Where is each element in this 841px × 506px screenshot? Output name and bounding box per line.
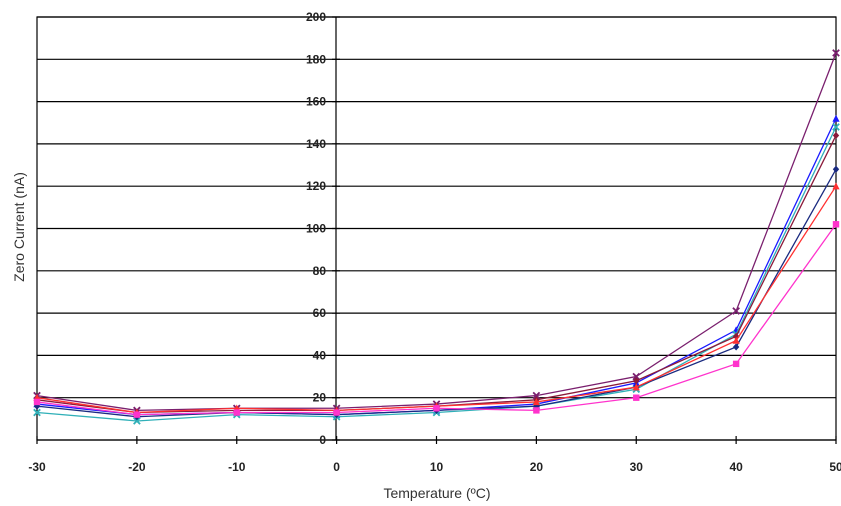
gridlines: [36, 16, 837, 444]
x-tick-label: 40: [729, 460, 743, 474]
data-point: [233, 409, 240, 416]
data-point: [333, 409, 340, 416]
y-tick-label: 180: [306, 52, 326, 66]
data-point: [832, 49, 840, 57]
x-tick-label: 50: [829, 460, 841, 474]
data-point: [133, 417, 141, 425]
series-4: [33, 131, 840, 417]
x-tick-label: -30: [28, 460, 46, 474]
x-tick-label: 0: [333, 460, 340, 474]
data-point: [433, 405, 440, 412]
y-tick-label: 140: [306, 137, 326, 151]
y-tick-label: 0: [319, 433, 326, 447]
data-point: [832, 123, 840, 131]
data-point: [832, 165, 840, 173]
data-point: [532, 391, 541, 400]
data-point: [533, 407, 540, 414]
x-tick-label: -10: [228, 460, 246, 474]
data-point: [633, 377, 640, 385]
data-point: [832, 182, 840, 190]
data-point: [832, 131, 840, 140]
y-tick-label: 40: [313, 348, 327, 362]
series-line: [36, 126, 837, 422]
y-tick-label: 100: [306, 222, 326, 236]
series-line: [36, 168, 837, 418]
data-point: [832, 221, 840, 228]
series-6: [33, 182, 840, 416]
x-tick-label: 10: [430, 460, 444, 474]
series-line: [36, 185, 837, 414]
x-tick-label: 20: [530, 460, 544, 474]
y-tick-label: 200: [306, 10, 326, 24]
data-point: [33, 402, 41, 410]
y-axis-title: Zero Current (nA): [11, 172, 27, 282]
y-tick-label: 20: [313, 391, 327, 405]
data-point: [632, 372, 641, 381]
data-point: [632, 383, 640, 391]
data-point: [832, 114, 840, 122]
data-point: [732, 360, 740, 368]
series-5: [33, 165, 840, 421]
data-point: [633, 394, 640, 401]
series-7: [33, 221, 840, 418]
series-line: [36, 52, 837, 412]
x-axis-title: Temperature (ºC): [383, 485, 490, 501]
y-tick-label: 160: [306, 95, 326, 109]
series-2: [33, 114, 840, 418]
data-point: [33, 408, 41, 417]
series-3: [33, 123, 840, 425]
series-group: [33, 49, 840, 425]
series-1: [33, 49, 840, 415]
data-point: [732, 336, 740, 344]
data-point: [532, 398, 540, 406]
x-tick-label: -20: [128, 460, 146, 474]
series-line: [36, 223, 837, 416]
y-tick-label: 80: [313, 264, 327, 278]
tick-labels: 0 20 40 60 80 100 120 140 160 180 200 -30 -20 -10 0 10 2…: [28, 10, 841, 474]
y-tick-label: 60: [313, 306, 327, 320]
data-point: [33, 398, 41, 406]
x-tick-label: 30: [630, 460, 644, 474]
data-point: [732, 343, 740, 351]
data-point: [133, 411, 141, 418]
y-tick-label: 120: [306, 179, 326, 193]
data-point: [732, 307, 740, 315]
